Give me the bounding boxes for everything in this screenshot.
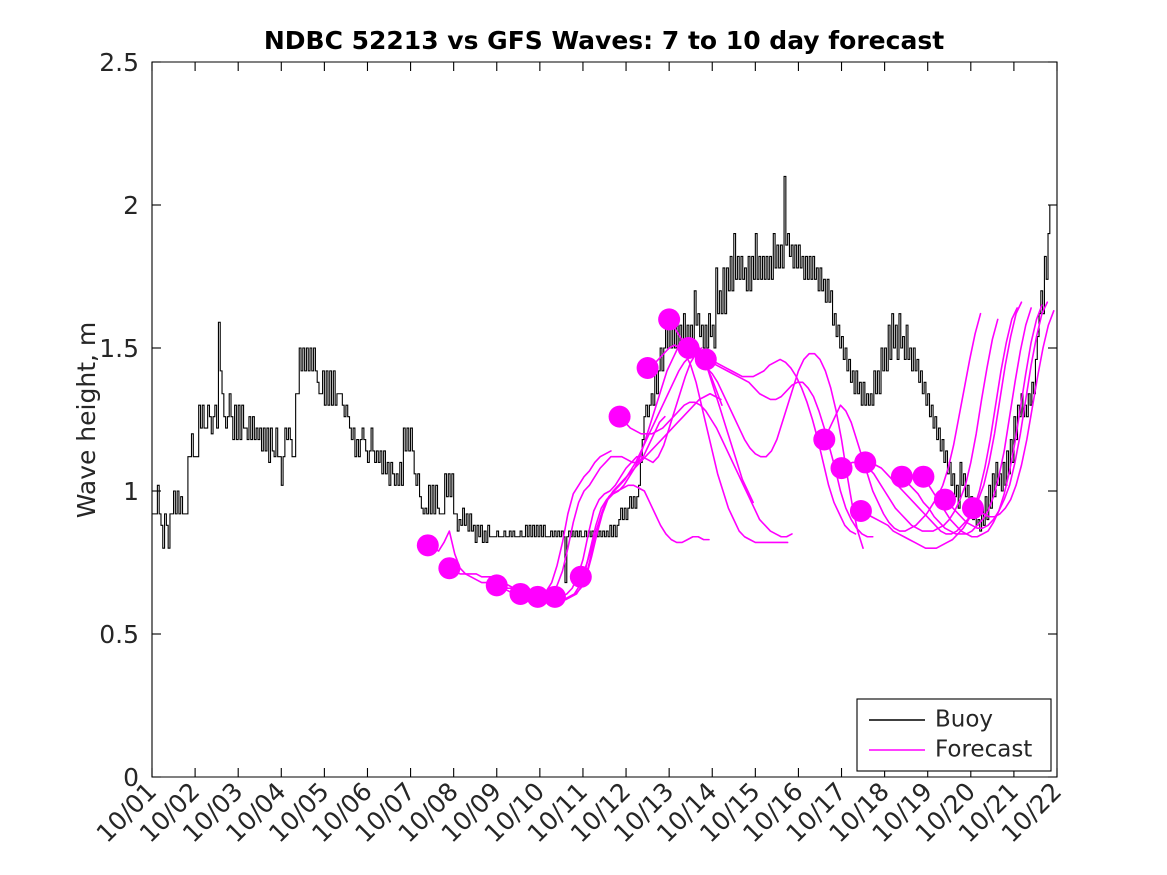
forecast-series-line bbox=[972, 310, 1055, 518]
forecast-start-marker bbox=[658, 308, 681, 331]
legend-label-forecast: Forecast bbox=[935, 737, 1032, 763]
plot-axes bbox=[151, 61, 1058, 778]
forecast-series-line bbox=[580, 338, 754, 578]
forecast-start-marker bbox=[677, 337, 700, 359]
data-series-group bbox=[152, 175, 1055, 601]
forecast-start-marker bbox=[830, 457, 853, 480]
forecast-series-line bbox=[860, 307, 1018, 549]
forecast-start-marker bbox=[543, 585, 566, 608]
forecast-start-marker bbox=[694, 348, 717, 371]
forecast-series-line bbox=[618, 401, 793, 538]
forecast-start-marker bbox=[933, 488, 956, 511]
forecast-start-marker bbox=[509, 582, 532, 605]
forecast-marker-group bbox=[416, 308, 984, 608]
y-tick-label: 1.5 bbox=[99, 334, 139, 363]
forecast-series-line bbox=[687, 347, 857, 535]
y-axis-label-group: Wave height, m bbox=[72, 322, 101, 519]
legend-label-buoy: Buoy bbox=[935, 707, 993, 733]
forecast-start-marker bbox=[961, 497, 984, 520]
y-axis-label: Wave height, m bbox=[72, 322, 101, 519]
forecast-series-line bbox=[554, 352, 723, 601]
legend-box bbox=[856, 698, 1052, 772]
forecast-start-marker bbox=[636, 357, 659, 380]
forecast-start-marker bbox=[849, 500, 872, 523]
y-tick-label: 2 bbox=[123, 191, 139, 220]
forecast-series-line bbox=[495, 347, 703, 598]
buoy-series-line bbox=[152, 175, 1051, 584]
forecast-series-line bbox=[448, 415, 666, 598]
forecast-start-marker bbox=[890, 465, 913, 488]
forecast-series-line bbox=[519, 484, 710, 601]
y-tick-label: 0.5 bbox=[99, 620, 139, 649]
y-axis-ticks: 0 0.5 1 1.5 2 2.5 bbox=[99, 48, 1057, 792]
forecast-series-line bbox=[704, 358, 874, 538]
chart-title-group: NDBC 52213 vs GFS Waves: 7 to 10 day for… bbox=[264, 26, 944, 55]
forecast-start-marker bbox=[438, 557, 461, 580]
forecast-start-marker bbox=[813, 428, 836, 451]
axes-frame bbox=[151, 61, 1058, 778]
chart-title: NDBC 52213 vs GFS Waves: 7 to 10 day for… bbox=[264, 26, 944, 55]
forecast-start-marker bbox=[854, 451, 877, 474]
y-tick-label: 2.5 bbox=[99, 48, 139, 77]
y-tick-label: 0 bbox=[123, 763, 139, 792]
forecast-start-marker bbox=[912, 465, 935, 488]
chart-legend: Buoy Forecast bbox=[856, 698, 1052, 772]
forecast-series-line bbox=[823, 312, 982, 532]
forecast-start-marker bbox=[569, 565, 592, 588]
forecast-start-marker bbox=[416, 534, 439, 557]
forecast-start-marker bbox=[608, 405, 631, 428]
y-tick-label: 1 bbox=[123, 477, 139, 506]
forecast-start-marker bbox=[485, 574, 508, 597]
forecast-start-marker bbox=[526, 585, 549, 608]
forecast-series-line bbox=[646, 344, 789, 544]
